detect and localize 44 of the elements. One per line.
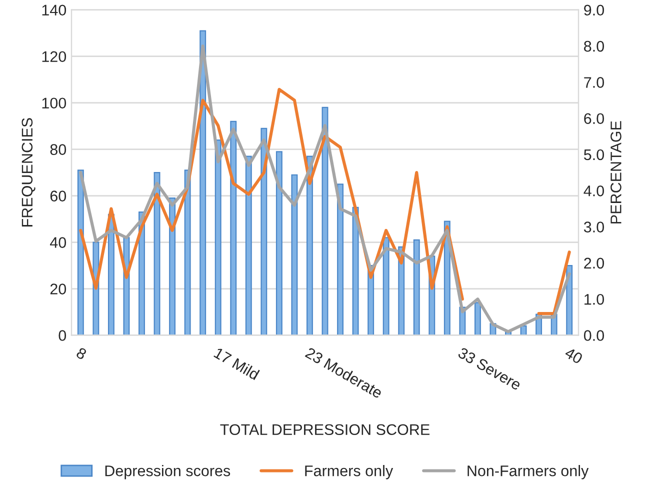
y-tick-label: 40	[50, 237, 66, 248]
y2-tick-label: 9.0	[584, 4, 604, 16]
bar	[245, 156, 252, 336]
bar	[566, 264, 573, 336]
bar	[413, 239, 420, 336]
y-axis-title: FREQUENCIES	[22, 118, 36, 226]
y2-tick-label: 1.0	[584, 294, 604, 305]
y-tick-label: 120	[42, 51, 66, 62]
bar	[352, 206, 359, 336]
y2-axis-title: PERCENTAGE	[610, 121, 622, 224]
x-tick-label: 17 Mild	[214, 346, 260, 380]
y-tick-label: 20	[50, 284, 66, 294]
y2-tick-label: 8.0	[584, 40, 604, 52]
bar	[77, 170, 84, 336]
y2-tick-label: 0.0	[584, 330, 604, 341]
y-tick-label: 60	[50, 190, 66, 202]
bar	[230, 120, 237, 336]
y-tick-label: 0	[58, 330, 66, 341]
x-axis-title: TOTAL DEPRESSION SCORE	[220, 424, 430, 436]
x-tick-label: 40	[564, 346, 584, 364]
legend-label: Depression scores	[105, 465, 230, 480]
bar	[337, 184, 344, 336]
y2-tick-label: 4.0	[584, 185, 604, 196]
x-tick-label: 8	[76, 347, 88, 360]
y-tick-label: 100	[42, 98, 66, 109]
bar	[474, 302, 481, 336]
y2-tick-label: 2.0	[584, 258, 604, 269]
bar	[184, 170, 191, 336]
legend-label: Non-Farmers only	[468, 465, 589, 480]
bar	[276, 151, 282, 336]
bar	[306, 156, 313, 336]
bar	[214, 139, 222, 336]
bar	[291, 174, 298, 336]
legend-label: Farmers only	[305, 465, 394, 480]
y2-tick-label: 3.0	[584, 222, 604, 232]
y2-tick-label: 5.0	[584, 149, 604, 160]
y-tick-label: 80	[50, 144, 66, 155]
y2-tick-label: 6.0	[584, 113, 604, 124]
bar	[260, 128, 268, 336]
bar	[169, 198, 176, 336]
y2-tick-label: 7.0	[584, 77, 604, 88]
line-series	[79, 44, 571, 334]
bar	[382, 237, 390, 336]
y-tick-label: 140	[42, 4, 66, 16]
